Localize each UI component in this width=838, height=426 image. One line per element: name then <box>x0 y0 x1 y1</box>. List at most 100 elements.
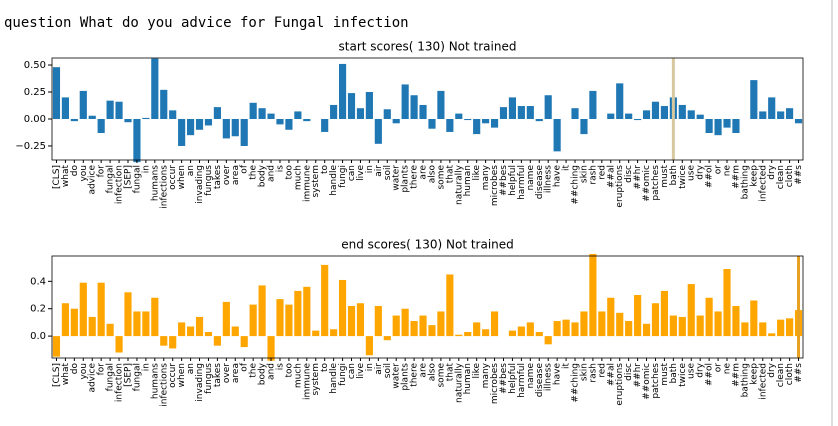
x-tick-label: takes <box>213 363 223 387</box>
bar <box>88 316 96 337</box>
x-tick-label: that <box>445 363 455 382</box>
bar <box>741 322 749 337</box>
x-tick-label: fungi <box>338 363 348 386</box>
bar <box>482 329 490 337</box>
x-tick-label: ##m <box>731 165 741 189</box>
bar <box>678 316 686 337</box>
x-tick-label: area <box>231 165 241 185</box>
bar <box>473 322 481 337</box>
x-tick-label: is <box>275 165 285 173</box>
x-tick-label: use <box>687 363 697 379</box>
bar <box>553 118 561 152</box>
bar <box>705 118 713 134</box>
bar <box>687 284 695 337</box>
x-tick-label: patches <box>651 165 661 201</box>
bar <box>625 113 633 119</box>
bar <box>383 109 391 119</box>
x-tick-label: have <box>553 165 563 188</box>
bar <box>321 118 329 132</box>
bar <box>303 286 311 337</box>
bar <box>607 297 615 337</box>
y-tick-label: 0.00 <box>24 114 46 125</box>
bar <box>482 118 490 124</box>
bar <box>392 118 400 124</box>
x-tick-label: dry <box>767 362 777 377</box>
x-tick-label: ##bes <box>499 363 509 394</box>
bar <box>535 331 543 337</box>
bar <box>347 305 356 337</box>
x-tick-label: for <box>97 363 107 376</box>
bar <box>526 322 534 337</box>
x-tick-label: infections <box>159 363 169 407</box>
bar <box>768 97 776 119</box>
x-tick-label: occur <box>168 165 178 190</box>
bar <box>446 274 454 337</box>
x-tick-label: over <box>222 165 232 185</box>
x-tick-label: and <box>267 165 277 182</box>
x-tick-label: in <box>141 363 151 371</box>
x-tick-label: ##al <box>606 165 616 188</box>
x-tick-label: fungal <box>132 363 142 391</box>
x-tick-label: that <box>445 165 455 184</box>
bar <box>732 305 740 337</box>
x-tick-label: human <box>463 363 473 394</box>
x-tick-label: the <box>249 363 259 378</box>
x-tick-label: water <box>392 363 402 389</box>
bar <box>142 311 150 337</box>
bar <box>169 336 177 349</box>
x-tick-label: skin <box>579 363 589 381</box>
bar <box>553 321 561 337</box>
x-tick-label: ##omic <box>642 165 652 202</box>
bar <box>714 118 722 136</box>
x-tick-label: harmful <box>517 363 527 398</box>
x-tick-label: advice <box>88 165 98 195</box>
bar <box>625 321 633 337</box>
x-tick-label: [SEP] <box>123 363 133 387</box>
x-tick-label: is <box>275 363 285 371</box>
x-tick-label: or <box>714 165 724 175</box>
x-tick-label: dry <box>696 362 706 377</box>
x-tick-label: naturally <box>454 362 464 403</box>
x-tick-label: the <box>249 165 259 180</box>
x-tick-label: infections <box>159 165 169 209</box>
x-tick-label: over <box>222 363 232 383</box>
x-tick-label: twice <box>678 363 688 387</box>
x-tick-label: fungi <box>338 165 348 188</box>
x-tick-label: ##bes <box>499 165 509 196</box>
bar <box>508 97 517 119</box>
bar <box>204 118 213 126</box>
x-tick-label: humans <box>150 363 160 399</box>
x-tick-label: name <box>526 165 536 191</box>
bar <box>768 333 776 337</box>
x-tick-label: you <box>79 363 89 380</box>
x-tick-label: harmful <box>517 165 527 200</box>
x-tick-label: occur <box>168 363 178 388</box>
bar <box>490 118 499 128</box>
x-tick-label: an <box>186 165 196 176</box>
x-tick-label: ##ching <box>571 165 581 205</box>
x-tick-label: ##hr <box>633 165 643 190</box>
x-tick-label: fungal <box>106 363 116 391</box>
bar <box>338 279 347 337</box>
x-tick-label: must <box>660 363 670 386</box>
bar <box>187 326 195 337</box>
bar <box>124 292 132 337</box>
y-tick-label: 0.2 <box>30 304 46 315</box>
x-tick-label: handle <box>329 363 339 394</box>
x-tick-label: must <box>660 165 670 188</box>
x-tick-label: immune <box>302 165 312 202</box>
bar <box>437 90 445 119</box>
x-tick-label: for <box>97 165 107 178</box>
bar <box>786 318 794 337</box>
x-tick-label: of <box>240 362 250 372</box>
x-tick-label: to <box>320 165 330 175</box>
x-tick-label: use <box>687 165 697 181</box>
y-tick-label: 0.50 <box>24 60 46 71</box>
x-tick-label: ##s <box>794 165 804 185</box>
x-tick-label: do <box>70 165 80 177</box>
x-tick-label: dry <box>767 164 777 179</box>
x-tick-label: in <box>365 165 375 173</box>
bar <box>231 326 239 337</box>
x-tick-label: what <box>61 363 71 386</box>
x-tick-label: are <box>419 165 429 180</box>
